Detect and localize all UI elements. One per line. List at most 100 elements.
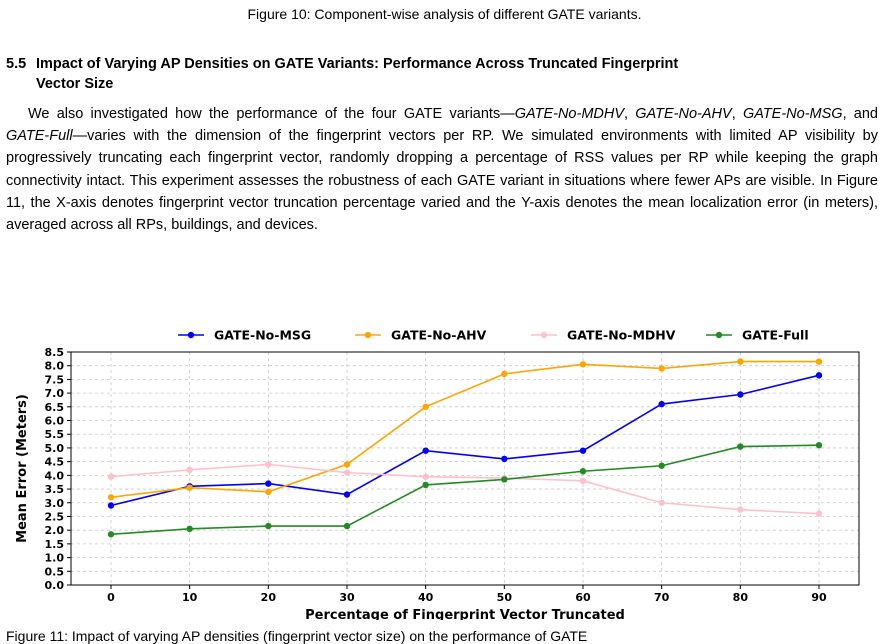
data-point xyxy=(107,494,115,501)
data-point xyxy=(815,372,823,379)
data-point xyxy=(265,480,272,487)
data-point xyxy=(265,488,272,495)
y-tick-label: 1.5 xyxy=(45,538,65,551)
x-tick-label: 0 xyxy=(107,591,115,604)
y-tick-label: 5.5 xyxy=(45,428,65,441)
x-tick-label: 20 xyxy=(261,591,277,604)
y-tick-label: 4.5 xyxy=(45,456,65,469)
y-axis-ticks: 0.00.51.01.52.02.53.03.54.04.55.05.56.06… xyxy=(45,346,71,592)
figure-10-caption: Figure 10: Component-wise analysis of di… xyxy=(247,6,642,22)
data-point xyxy=(186,466,193,474)
data-point xyxy=(343,469,351,476)
x-tick-label: 10 xyxy=(182,591,198,604)
data-point xyxy=(815,510,823,517)
y-axis-label: Mean Error (Meters) xyxy=(15,394,30,543)
chart-legend: GATE-No-MSG GATE-No-AHV GATE-No-MDHV GATE-F… xyxy=(178,328,809,343)
y-tick-label: 8.0 xyxy=(45,360,65,373)
data-point xyxy=(186,525,193,533)
y-tick-label: 6.0 xyxy=(45,415,65,428)
y-tick-label: 0.5 xyxy=(45,565,65,578)
data-point xyxy=(737,506,744,513)
chart-series xyxy=(107,358,823,538)
data-point xyxy=(579,468,587,475)
section-number: 5.5 xyxy=(6,56,27,72)
series-line-gate-no-ahv xyxy=(110,360,819,499)
data-point xyxy=(343,491,351,498)
data-point xyxy=(737,391,744,398)
data-point xyxy=(658,365,665,372)
y-tick-label: 1.0 xyxy=(45,552,65,565)
data-point xyxy=(737,443,744,450)
legend-swatch-marker xyxy=(364,331,372,339)
y-tick-label: 3.5 xyxy=(45,483,65,496)
para-text-1: We also investigated how the performance… xyxy=(28,106,515,122)
x-tick-label: 40 xyxy=(418,591,434,604)
data-point xyxy=(107,531,115,538)
data-point xyxy=(343,461,351,468)
data-point xyxy=(422,473,429,480)
data-point xyxy=(579,477,587,485)
data-point xyxy=(107,473,115,480)
x-tick-label: 80 xyxy=(733,591,749,604)
y-tick-label: 4.0 xyxy=(45,469,65,482)
y-tick-label: 7.5 xyxy=(45,373,65,386)
y-tick-label: 3.0 xyxy=(45,497,65,510)
data-point xyxy=(737,358,744,365)
plot-frame xyxy=(70,351,860,586)
data-point xyxy=(658,400,665,408)
para-sep-3: , and xyxy=(842,106,879,122)
legend-swatch-marker xyxy=(715,331,723,339)
section-title-line1: Impact of Varying AP Densities on GATE V… xyxy=(36,56,679,72)
line-chart: GATE-No-MSG GATE-No-AHV GATE-No-MDHV GATE-F… xyxy=(15,328,860,620)
data-point xyxy=(107,502,115,509)
data-point xyxy=(186,484,193,491)
x-tick-label: 50 xyxy=(497,591,513,604)
data-point xyxy=(422,481,429,489)
body-paragraph: We also investigated how the performance… xyxy=(6,103,878,236)
section-heading: 5.5 Impact of Varying AP Densities on GAT… xyxy=(6,54,876,94)
y-tick-label: 7.0 xyxy=(45,387,65,400)
x-tick-label: 30 xyxy=(339,591,355,604)
legend-label: GATE-No-MDHV xyxy=(567,328,676,343)
series-line-gate-no-mdhv xyxy=(110,463,820,515)
y-tick-label: 0.0 xyxy=(45,579,65,592)
x-tick-label: 90 xyxy=(811,591,827,604)
data-point xyxy=(265,522,272,530)
data-point xyxy=(501,455,508,463)
para-text-2: —varies with the dimension of the finger… xyxy=(6,128,878,234)
data-point xyxy=(501,476,508,483)
variant-name-ahv: GATE-No-AHV xyxy=(635,106,732,122)
y-tick-label: 2.5 xyxy=(45,510,65,523)
data-point xyxy=(658,499,665,506)
series-line-gate-full xyxy=(110,444,820,536)
y-tick-label: 2.0 xyxy=(45,524,65,537)
para-sep-1: , xyxy=(624,106,636,122)
variant-name-mdhv: GATE-No-MDHV xyxy=(514,106,625,122)
legend-label: GATE-No-MSG xyxy=(214,328,311,343)
data-point xyxy=(815,442,823,449)
x-axis-label: Percentage of Fingerprint Vector Truncat… xyxy=(305,608,625,620)
legend-swatch-marker xyxy=(187,331,195,339)
data-point xyxy=(265,461,272,468)
data-point xyxy=(815,358,823,365)
series-line-gate-no-msg xyxy=(110,374,820,507)
data-point xyxy=(579,447,587,454)
x-tick-label: 70 xyxy=(654,591,670,604)
data-point xyxy=(422,447,429,454)
data-point xyxy=(501,370,508,378)
para-sep-2: , xyxy=(731,106,743,122)
data-point xyxy=(579,361,587,368)
data-point xyxy=(658,462,665,469)
data-point xyxy=(422,403,429,411)
legend-swatch-marker xyxy=(540,331,548,339)
legend-label: GATE-Full xyxy=(742,328,809,343)
figure-11-caption: Figure 11: Impact of varying AP densitie… xyxy=(6,628,588,644)
legend-label: GATE-No-AHV xyxy=(391,328,487,343)
variant-name-msg: GATE-No-MSG xyxy=(742,106,843,122)
y-tick-label: 6.5 xyxy=(45,401,65,414)
x-tick-label: 60 xyxy=(575,591,591,604)
section-title-line2: Vector Size xyxy=(36,76,114,92)
x-axis-ticks: 0 10 20 30 40 50 60 70 80 90 xyxy=(107,585,827,604)
y-tick-label: 8.5 xyxy=(45,346,65,359)
variant-name-full: GATE-Full xyxy=(6,128,73,145)
